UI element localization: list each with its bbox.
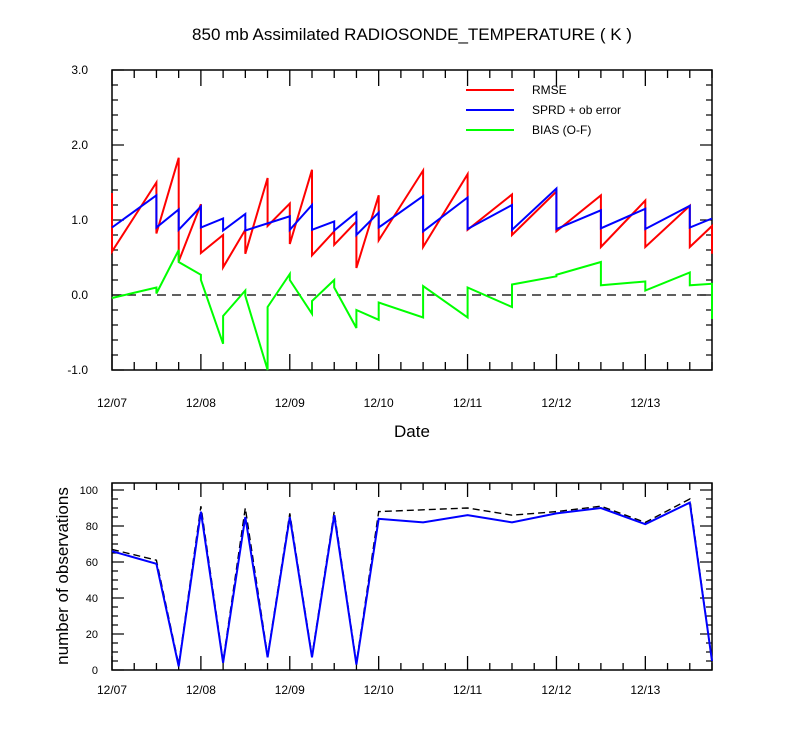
top-y-tick-labels: -1.0 0.0 1.0 2.0 3.0 <box>67 63 88 377</box>
bottom-x-tick-label: 12/09 <box>275 683 305 697</box>
bottom-x-tick-label: 12/13 <box>630 683 660 697</box>
bottom-x-tick-label: 12/11 <box>453 683 482 697</box>
top-x-tick-label: 12/11 <box>453 396 482 410</box>
bottom-x-tick-labels: 12/07 12/08 12/09 12/10 12/11 12/12 12/13 <box>97 683 661 697</box>
bottom-x-tick-label: 12/12 <box>541 683 571 697</box>
bottom-ticks <box>111 483 713 671</box>
top-series-group <box>111 157 713 371</box>
series-line-sprd-ob-error <box>111 186 713 238</box>
top-x-tick-labels: 12/07 12/08 12/09 12/10 12/11 12/12 12/13 <box>97 396 661 410</box>
top-x-axis-title: Date <box>394 422 430 441</box>
legend: RMSE SPRD + ob error BIAS (O-F) <box>466 83 621 137</box>
top-chart: -1.00.01.02.03.0 12/07 12/08 12/09 12/10 12/… <box>67 63 713 410</box>
bottom-plot-frame <box>111 482 713 671</box>
top-x-tick-label: 12/07 <box>97 396 127 410</box>
top-x-tick-label: 12/12 <box>541 396 571 410</box>
top-x-tick-label: 12/08 <box>186 396 216 410</box>
bottom-x-tick-label: 12/08 <box>186 683 216 697</box>
top-y-tick-label: 2.0 <box>71 138 88 152</box>
top-y-tick-label: -1.0 <box>67 363 88 377</box>
bottom-y-tick-label: 100 <box>80 485 98 497</box>
top-x-tick-label: 12/13 <box>630 396 660 410</box>
legend-label: SPRD + ob error <box>532 103 621 117</box>
bottom-y-axis-title: number of observations <box>53 487 72 665</box>
bottom-series-group <box>111 497 713 667</box>
bottom-y-tick-label: 20 <box>86 629 98 641</box>
series-line-bias-o-f <box>111 249 713 371</box>
bottom-y-tick-label: 60 <box>86 557 98 569</box>
bottom-x-tick-label: 12/07 <box>97 683 127 697</box>
top-y-tick-label: 1.0 <box>71 213 88 227</box>
bottom-y-tick-labels: 0 20 40 60 80 100 <box>80 485 98 677</box>
legend-label: BIAS (O-F) <box>532 123 591 137</box>
bottom-y-tick-label: 40 <box>86 593 98 605</box>
series-line-observations-used <box>111 501 713 667</box>
top-y-tick-label: 3.0 <box>71 63 88 77</box>
bottom-y-tick-label: 0 <box>92 665 98 677</box>
bottom-y-tick-label: 80 <box>86 521 98 533</box>
top-y-tick-label: 0.0 <box>71 288 88 302</box>
bottom-x-tick-label: 12/10 <box>364 683 394 697</box>
chart-title: 850 mb Assimilated RADIOSONDE_TEMPERATUR… <box>192 25 632 44</box>
legend-label: RMSE <box>532 83 567 97</box>
top-x-tick-label: 12/09 <box>275 396 305 410</box>
top-x-tick-label: 12/10 <box>364 396 394 410</box>
